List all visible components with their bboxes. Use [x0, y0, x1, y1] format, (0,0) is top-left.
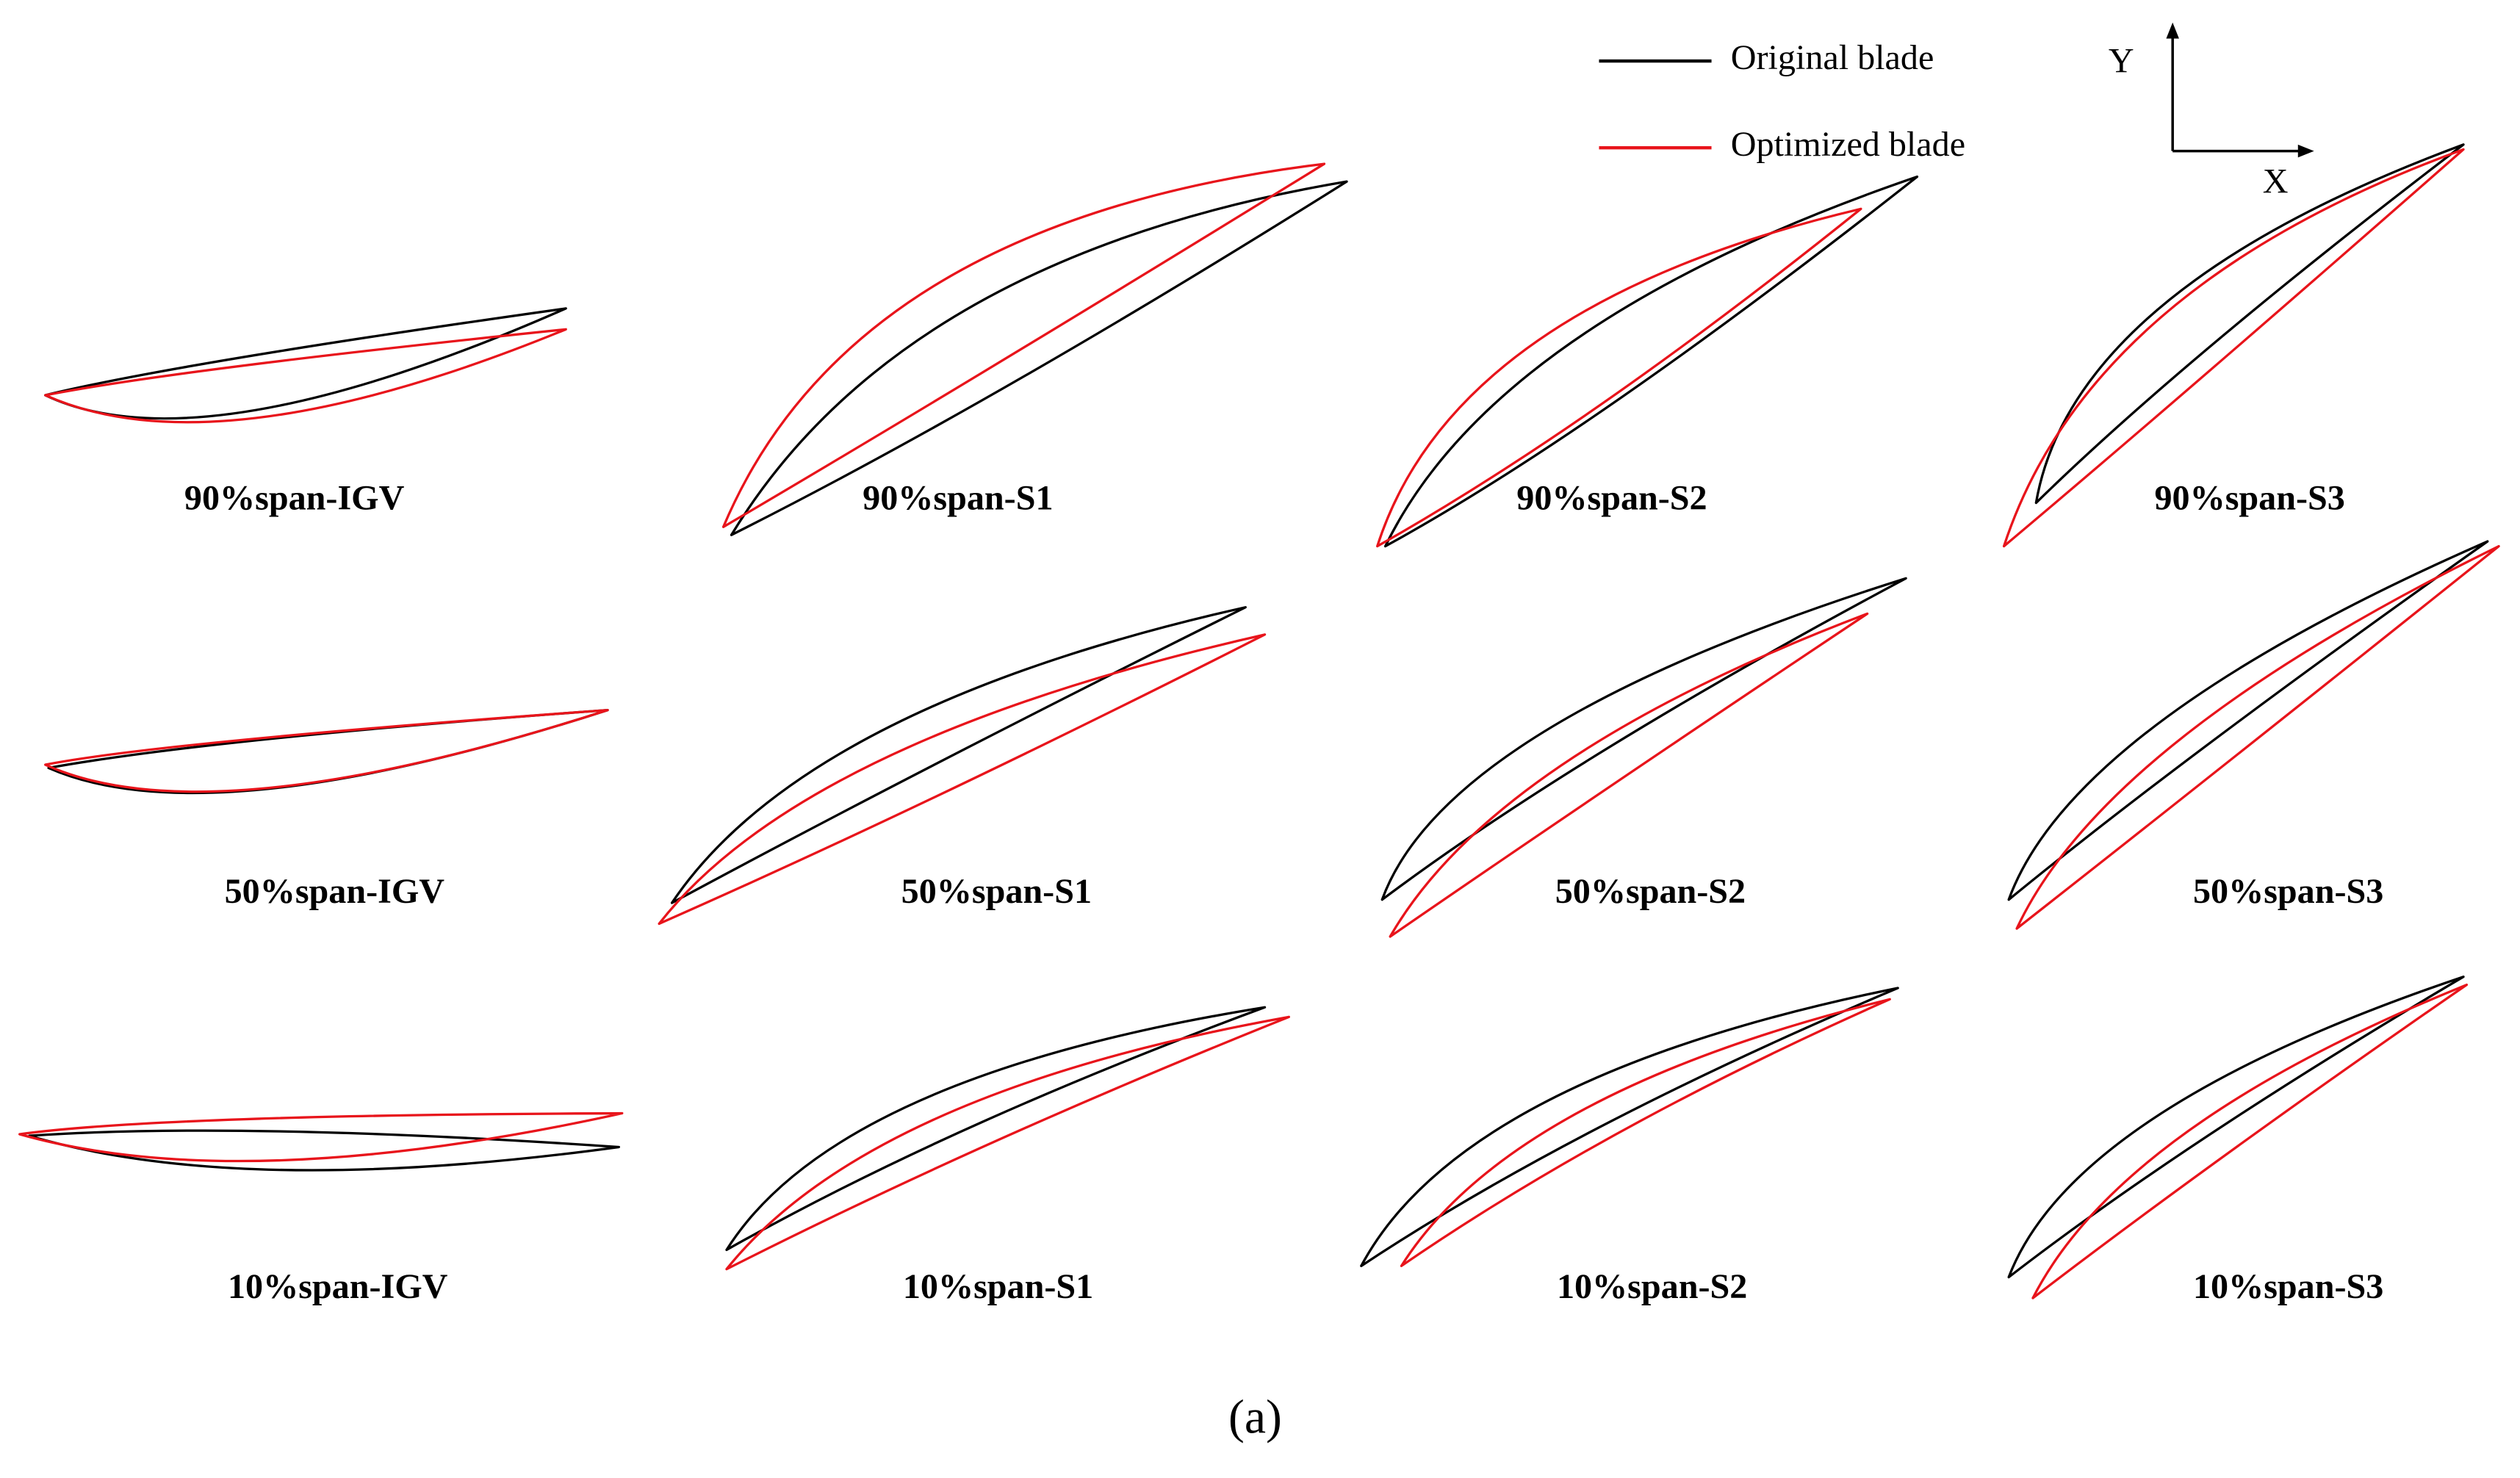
panel-label: 10%span-S2: [1557, 1267, 1747, 1306]
legend-label: Original blade: [1731, 38, 1934, 77]
coordinate-axes: Y X: [2109, 22, 2314, 201]
figure-caption: (a): [1228, 1391, 1282, 1444]
panel-label: 10%span-IGV: [228, 1267, 448, 1306]
panel-label: 50%span-IGV: [225, 872, 445, 911]
x-arrowhead: [2297, 144, 2314, 158]
y-axis-label: Y: [2109, 42, 2134, 81]
panel-label: 50%span-S3: [2193, 872, 2383, 911]
blade-outline: [2034, 143, 2465, 505]
x-axis-label: X: [2263, 162, 2289, 201]
blade-outline: [28, 1129, 621, 1172]
blade-outline: [730, 180, 1348, 536]
legend-label: Optimized blade: [1731, 125, 1965, 164]
blade-outline: [725, 1015, 1291, 1271]
blade-outline: [670, 606, 1247, 904]
panel-label: 50%span-S1: [901, 872, 1092, 911]
blade-outline: [2007, 540, 2489, 901]
blade-outline: [721, 162, 1326, 528]
blade-outline: [18, 1111, 624, 1163]
blade-outline: [2007, 976, 2465, 1279]
blade-outline: [658, 633, 1267, 926]
panel-label: 10%span-S1: [903, 1267, 1093, 1306]
blade-outline: [1376, 207, 1862, 548]
blade-outline: [44, 708, 609, 793]
panel-label: 90%span-S3: [2154, 478, 2344, 517]
blade-outline: [1380, 577, 1907, 901]
blade-outline: [2031, 983, 2469, 1299]
blade-outline: [44, 328, 567, 424]
panel-label: 90%span-S2: [1516, 478, 1707, 517]
panel-label: 90%span-S1: [863, 478, 1053, 517]
blade-outline: [725, 1006, 1267, 1252]
blade-outline: [1360, 987, 1899, 1267]
blade-outline: [2015, 544, 2500, 930]
blade-outline: [44, 307, 567, 420]
blade-outline: [1389, 612, 1869, 938]
blade-outline: [2002, 148, 2465, 548]
panel-label: 50%span-S2: [1555, 872, 1746, 911]
panel-label: 10%span-S3: [2193, 1267, 2383, 1306]
panel-label: 90%span-IGV: [184, 478, 405, 517]
blade-outline: [1400, 998, 1891, 1267]
y-arrowhead: [2166, 22, 2179, 39]
blade-outline: [1383, 175, 1919, 548]
